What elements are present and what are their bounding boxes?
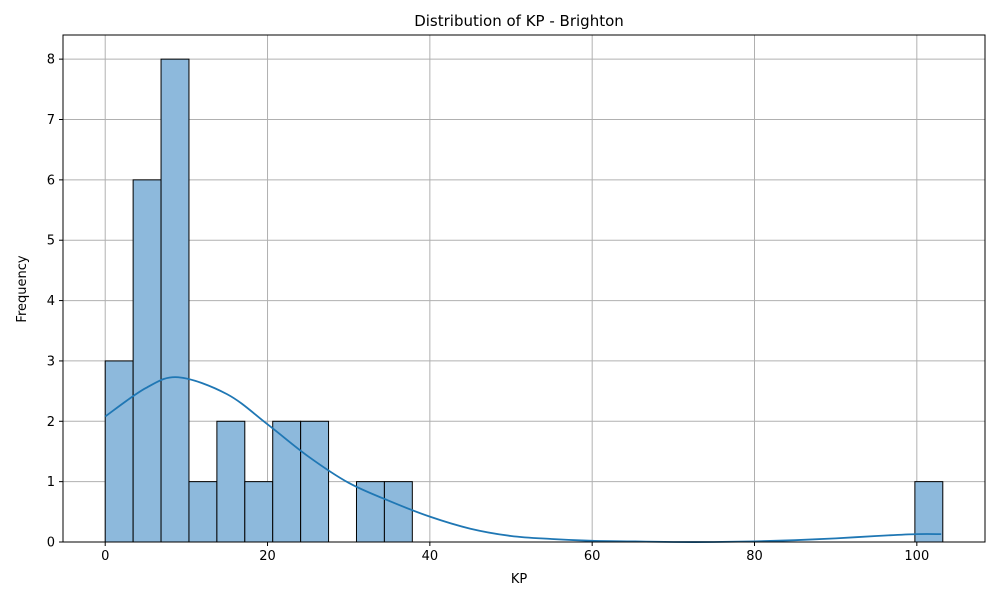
chart-title: Distribution of KP - Brighton — [414, 12, 624, 30]
y-axis-label: Frequency — [15, 255, 30, 322]
y-tick-label: 2 — [47, 415, 55, 430]
histogram-bar — [355, 481, 385, 543]
y-tick-label: 0 — [47, 536, 55, 551]
x-tick-label: 60 — [584, 549, 601, 564]
kde-curve — [104, 376, 942, 543]
histogram-bar — [160, 58, 190, 543]
y-tick-label: 6 — [47, 173, 55, 188]
histogram-bar — [188, 481, 218, 543]
x-tick-label: 20 — [259, 549, 276, 564]
x-tick-label: 100 — [904, 549, 929, 564]
x-tick-label: 80 — [746, 549, 763, 564]
histogram-bar — [914, 481, 944, 543]
histogram-bar — [216, 420, 246, 543]
y-tick-label: 3 — [47, 354, 55, 369]
plot-area-frame — [62, 34, 986, 543]
histogram-bar — [132, 179, 162, 543]
y-tick-label: 8 — [47, 53, 55, 68]
y-tick-label: 1 — [47, 475, 55, 490]
histogram-bar — [244, 481, 274, 543]
y-tick-label: 4 — [47, 294, 55, 309]
x-tick-label: 0 — [101, 549, 109, 564]
axis-ticks: 0 20 40 60 80 100 0 1 2 3 4 5 6 7 8 — [47, 53, 930, 564]
y-tick-label: 5 — [47, 234, 55, 249]
histogram-bar — [300, 420, 330, 543]
y-tick-label: 7 — [47, 113, 55, 128]
x-axis-label: KP — [511, 572, 528, 587]
histogram-bar — [104, 360, 134, 543]
histogram-bar — [383, 481, 413, 543]
x-tick-label: 40 — [422, 549, 439, 564]
histogram-bars — [104, 58, 944, 543]
